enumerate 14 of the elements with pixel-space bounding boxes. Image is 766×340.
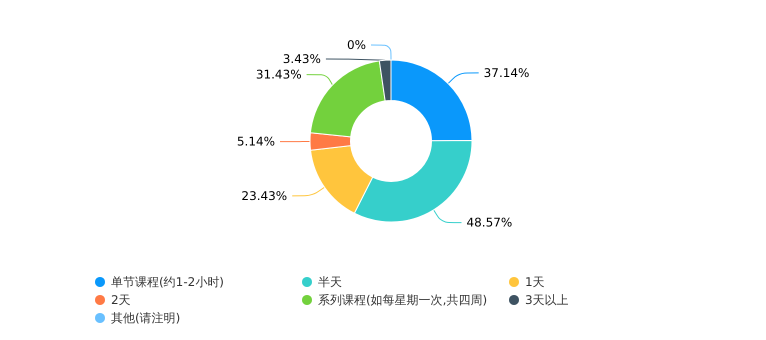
data-label: 3.43% [282, 52, 321, 66]
text: 0% [346, 38, 366, 52]
legend-label: 半天 [318, 275, 342, 289]
data-label: 37.14% [484, 66, 530, 80]
legend-label: 2天 [111, 293, 131, 307]
data-label: 5.14% [236, 134, 275, 149]
data-label: 48.57% [466, 216, 512, 230]
legend-label: 单节课程(约1-2小时) [111, 275, 224, 289]
legend-label: 1天 [525, 275, 545, 289]
data-label: 31.43% [256, 68, 302, 82]
legend-label: 3天以上 [525, 293, 569, 307]
legend-label: 系列课程(如每星期一次,共四周) [318, 293, 488, 307]
data-label: 23.43% [241, 188, 288, 203]
legend-label: 其他(请注明) [111, 311, 180, 325]
